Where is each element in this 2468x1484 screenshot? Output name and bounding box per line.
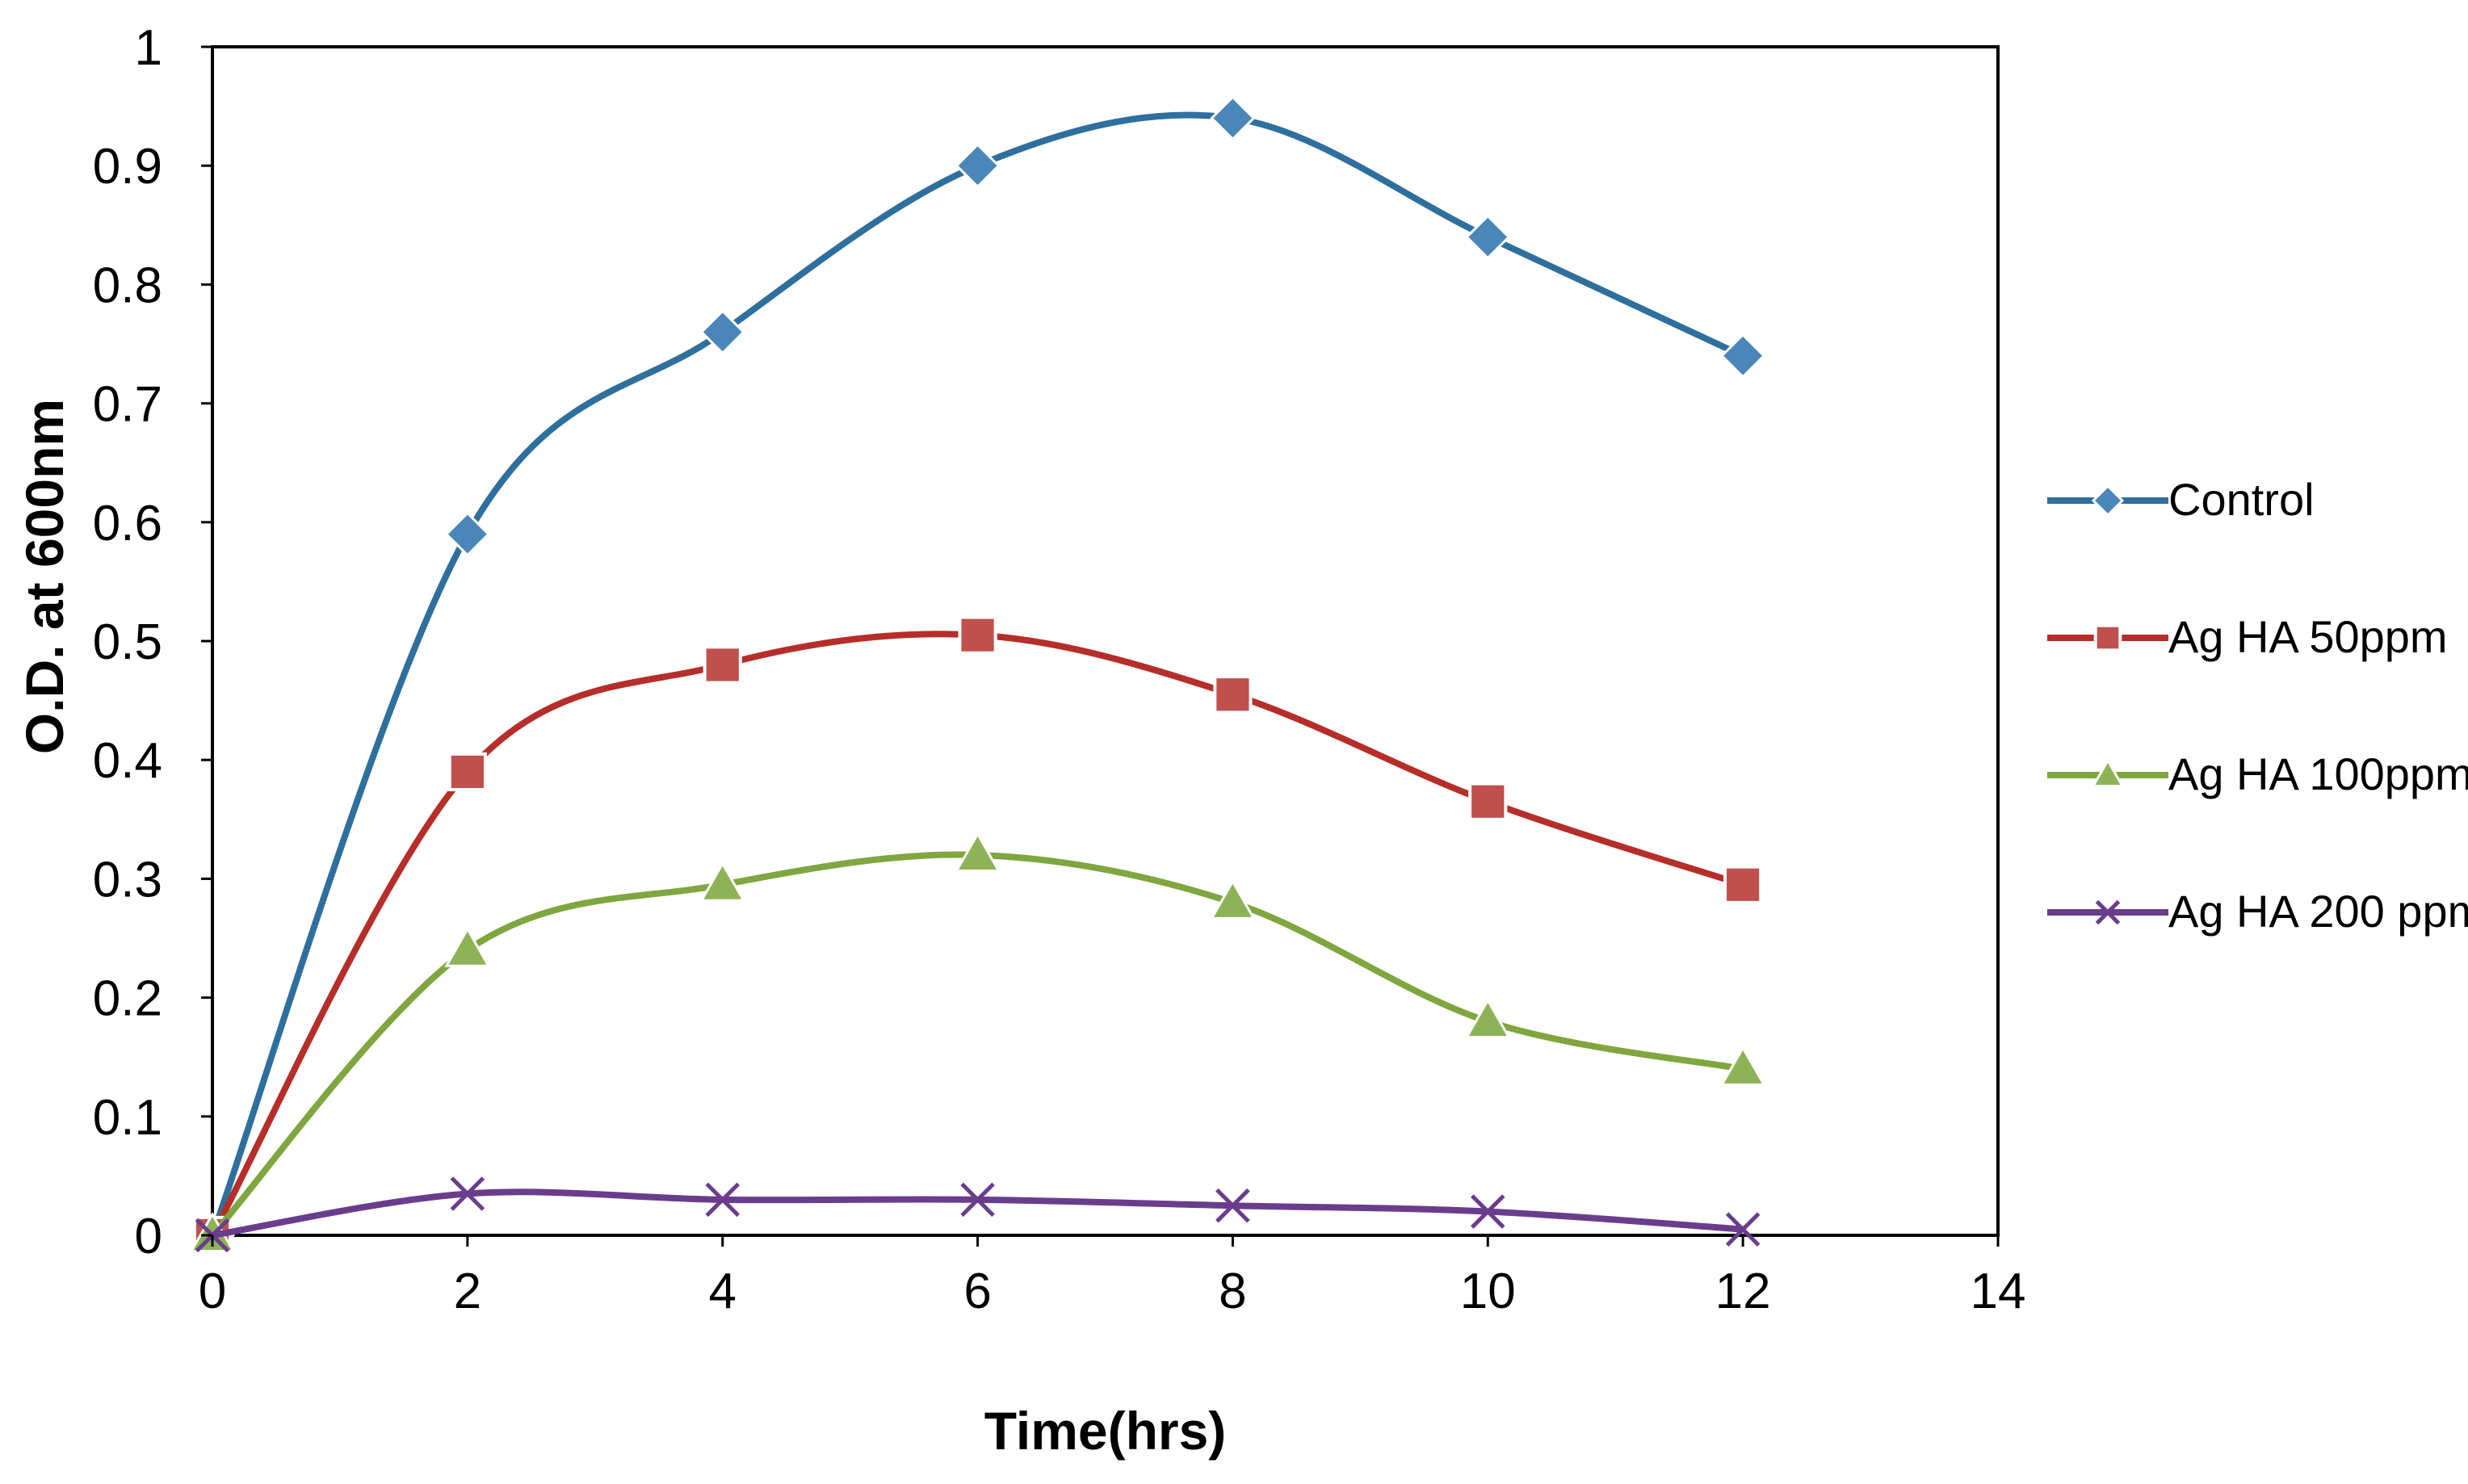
marker-x-stroke bbox=[2095, 899, 2121, 925]
legend: Control Ag HA 50ppm Ag HA 100ppm Ag HA 200 … bbox=[2047, 474, 2468, 937]
data-point bbox=[705, 1182, 740, 1218]
y-tick-label: 0.6 bbox=[93, 496, 162, 551]
data-point bbox=[1471, 1194, 1505, 1229]
data-point bbox=[960, 1182, 995, 1218]
series-group bbox=[189, 95, 1766, 1259]
marker-x-stroke bbox=[1471, 1194, 1505, 1229]
marker-x-stroke bbox=[1215, 1188, 1250, 1223]
x-axis-title: Time(hrs) bbox=[984, 1401, 1227, 1461]
marker-x-stroke bbox=[1725, 1212, 1761, 1247]
data-point bbox=[1213, 675, 1253, 715]
legend-marker bbox=[2095, 899, 2121, 925]
y-tick-label: 0.4 bbox=[93, 733, 162, 789]
legend-label: Ag HA 50ppm bbox=[2168, 611, 2448, 662]
data-point bbox=[1210, 95, 1256, 141]
series-3 bbox=[195, 1176, 1761, 1253]
y-axis-title: O.D. at 600nm bbox=[15, 399, 74, 754]
legend-label: Ag HA 200 ppm bbox=[2168, 886, 2468, 937]
legend-marker bbox=[2091, 757, 2125, 787]
x-tick-label: 12 bbox=[1715, 1264, 1771, 1319]
legend-item: Control bbox=[2047, 474, 2315, 525]
y-tick-label: 0.7 bbox=[93, 377, 162, 433]
data-point bbox=[954, 831, 1001, 872]
data-point bbox=[955, 143, 1001, 189]
x-tick-label: 0 bbox=[199, 1264, 226, 1319]
data-point bbox=[1719, 1045, 1766, 1086]
x-tick-label: 8 bbox=[1219, 1264, 1246, 1319]
legend-marker bbox=[2091, 484, 2125, 518]
y-tick-label: 0 bbox=[135, 1209, 162, 1264]
data-point bbox=[444, 511, 490, 557]
data-point bbox=[1725, 1212, 1761, 1247]
y-tick-label: 0.9 bbox=[93, 139, 162, 195]
y-tick-label: 1 bbox=[135, 20, 162, 76]
legend-label: Control bbox=[2168, 474, 2315, 525]
y-tick-label: 0.5 bbox=[93, 614, 162, 670]
data-point bbox=[444, 926, 491, 967]
x-tick-label: 6 bbox=[963, 1264, 991, 1319]
data-point bbox=[1464, 998, 1511, 1039]
data-point bbox=[1723, 865, 1763, 904]
legend-item: Ag HA 200 ppm bbox=[2047, 886, 2468, 937]
marker-x-stroke bbox=[705, 1182, 740, 1218]
data-point bbox=[699, 309, 745, 355]
data-point bbox=[699, 861, 746, 902]
legend-label: Ag HA 100ppm bbox=[2168, 748, 2468, 799]
y-tick-label: 0.3 bbox=[93, 852, 162, 908]
data-point bbox=[1209, 878, 1257, 920]
y-tick-label: 0.1 bbox=[93, 1090, 162, 1146]
x-tick-label: 14 bbox=[1971, 1264, 2026, 1319]
x-tick-label: 4 bbox=[708, 1264, 736, 1319]
x-tick-label: 10 bbox=[1460, 1264, 1516, 1319]
axes: Time(hrs) O.D. at 600nm 0 2 4 6 8 10 12 14 0 0.1 0… bbox=[15, 20, 2025, 1461]
series-line bbox=[209, 111, 1747, 1239]
x-tick-label: 2 bbox=[454, 1264, 481, 1319]
data-point bbox=[1465, 214, 1511, 260]
data-point bbox=[958, 615, 997, 655]
marker-x-stroke bbox=[450, 1176, 485, 1211]
data-point bbox=[1468, 782, 1508, 821]
data-point bbox=[1215, 1188, 1250, 1223]
data-point bbox=[450, 1176, 485, 1211]
legend-marker bbox=[2093, 623, 2122, 652]
y-tick-label: 0.2 bbox=[93, 971, 162, 1027]
data-point bbox=[703, 645, 742, 685]
legend-item: Ag HA 100ppm bbox=[2047, 748, 2468, 799]
data-point bbox=[1720, 333, 1766, 379]
series-2 bbox=[189, 831, 1766, 1252]
series-0 bbox=[189, 95, 1766, 1259]
marker-x-stroke bbox=[960, 1182, 995, 1218]
data-point bbox=[447, 752, 487, 792]
y-tick-label: 0.8 bbox=[93, 258, 162, 313]
legend-item: Ag HA 50ppm bbox=[2047, 611, 2448, 662]
